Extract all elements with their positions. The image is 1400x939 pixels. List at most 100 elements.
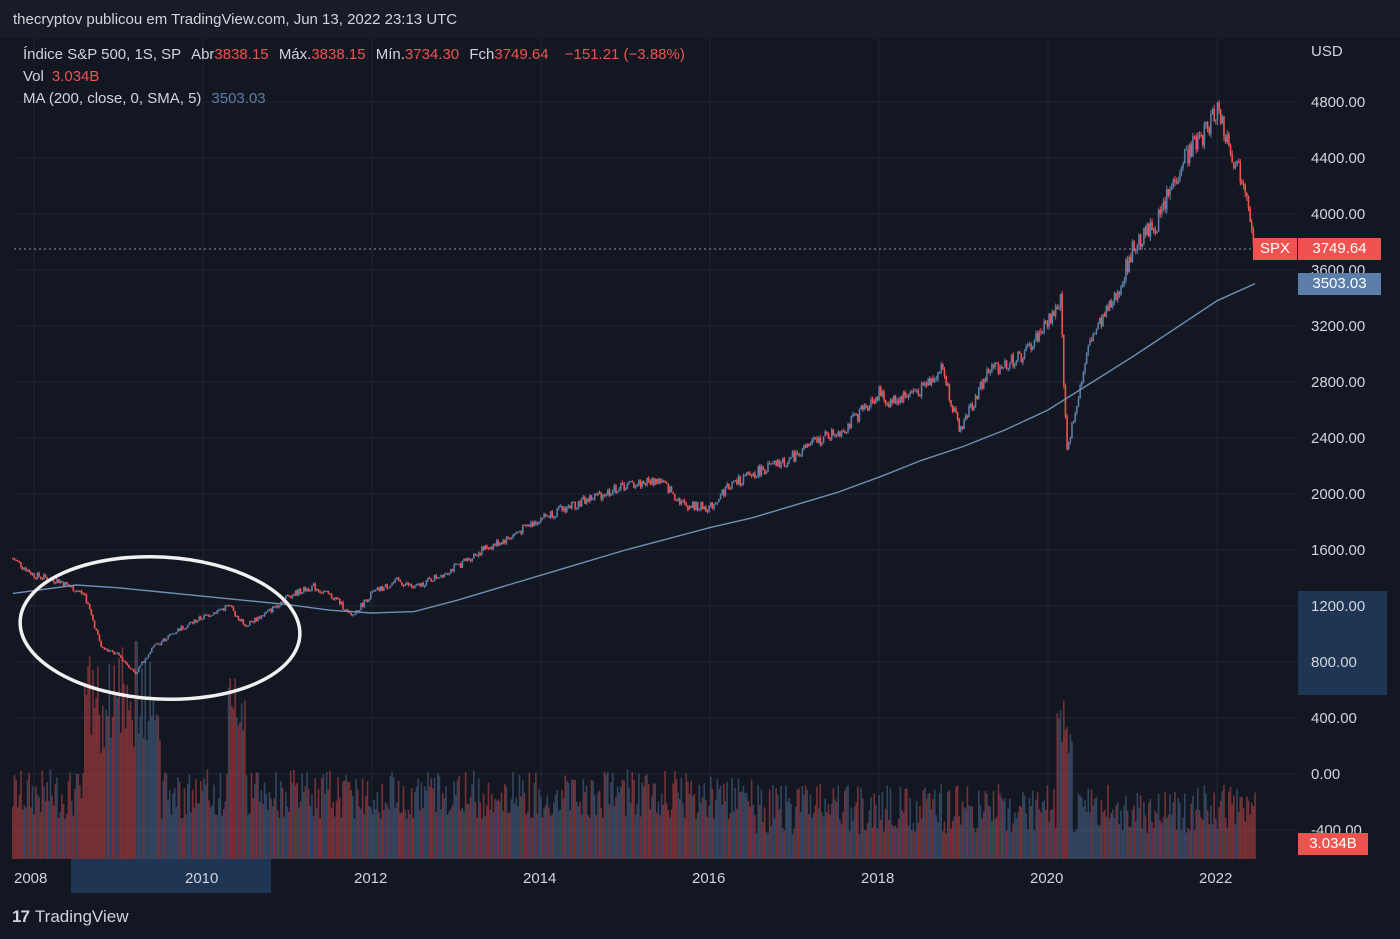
volume-bar xyxy=(293,770,295,859)
candle-body xyxy=(1027,344,1029,347)
volume-bar xyxy=(1009,798,1011,859)
candle-body xyxy=(342,601,344,610)
volume-bar xyxy=(121,647,124,859)
volume-bar xyxy=(345,774,348,859)
candle-body xyxy=(433,575,436,582)
volume-bar xyxy=(559,809,562,859)
candle-body xyxy=(973,406,975,411)
candle-body xyxy=(754,472,756,478)
candle-body xyxy=(1041,332,1044,334)
volume-bar xyxy=(927,793,929,859)
candle-body xyxy=(250,621,253,623)
volume-bar xyxy=(868,810,871,859)
volume-bar xyxy=(883,831,885,859)
volume-bar xyxy=(374,809,377,859)
volume-bar xyxy=(39,812,42,859)
volume-bar xyxy=(773,818,776,859)
volume-bar xyxy=(660,793,663,859)
volume-bar xyxy=(943,821,946,859)
volume-bar xyxy=(871,827,874,859)
time-axis[interactable]: 2008 2010 2012 2014 2016 2018 2020 2022 xyxy=(14,870,1232,887)
volume-bar xyxy=(657,801,660,859)
volume-bar xyxy=(193,807,196,859)
volume-bar xyxy=(1120,810,1122,859)
volume-bar xyxy=(1110,812,1112,859)
candle-body xyxy=(950,400,952,406)
candle-body xyxy=(1013,363,1016,367)
candle-body xyxy=(420,582,423,587)
volume-bar xyxy=(691,796,694,859)
volume-bar xyxy=(376,792,379,859)
volume-bar xyxy=(417,778,420,859)
candle-body xyxy=(1201,135,1204,146)
volume-bar xyxy=(464,772,467,859)
volume-bar xyxy=(1069,733,1072,859)
volume-bar xyxy=(458,776,460,859)
candle-body xyxy=(340,601,343,604)
price-chart[interactable]: 4800.004400.004000.003600.003200.002800.… xyxy=(0,38,1400,897)
volume-bar xyxy=(481,818,483,859)
candle-body xyxy=(33,573,35,578)
volume-bar xyxy=(1077,793,1080,859)
volume-bar xyxy=(584,792,586,859)
candle-body xyxy=(790,457,792,459)
candle-body xyxy=(1156,231,1158,234)
candle-body xyxy=(564,507,567,512)
candle-body xyxy=(105,648,107,650)
volume-bar xyxy=(791,833,794,859)
candle-body xyxy=(592,498,594,500)
volume-bar xyxy=(33,814,35,859)
candle-body xyxy=(198,616,200,621)
candle-body xyxy=(731,482,733,489)
volume-bar xyxy=(623,780,625,859)
candle-body xyxy=(1079,385,1081,399)
volume-bar xyxy=(946,791,949,859)
candle-body xyxy=(512,534,514,538)
volume-bar xyxy=(327,790,330,859)
volume-bar xyxy=(757,784,759,859)
volume-bar xyxy=(1174,792,1176,859)
volume-bar xyxy=(647,784,650,859)
volume-bar xyxy=(177,776,179,859)
candle-body xyxy=(940,364,943,372)
candle-body xyxy=(783,458,786,467)
candle-body xyxy=(1167,189,1170,196)
volume-bar xyxy=(641,782,643,859)
candle-body xyxy=(1161,207,1163,214)
candles xyxy=(12,99,1256,675)
candle-body xyxy=(1187,149,1189,164)
candle-body xyxy=(647,478,650,481)
volume-bar xyxy=(1059,710,1062,859)
volume-bar xyxy=(857,786,859,859)
volume-bar xyxy=(44,801,47,859)
volume-bar xyxy=(111,716,114,859)
candle-body xyxy=(118,652,120,656)
volume-bar xyxy=(747,800,750,859)
volume-bar xyxy=(92,669,94,859)
candle-body xyxy=(1100,317,1103,327)
candle-body xyxy=(548,515,550,518)
volume-bar xyxy=(739,792,741,859)
volume-bar xyxy=(621,779,624,859)
candle-body xyxy=(432,581,434,583)
candle-body xyxy=(920,383,923,397)
volume-bar xyxy=(23,804,26,859)
candle-body xyxy=(134,671,137,674)
volume-bar xyxy=(208,800,210,859)
candle-body xyxy=(966,415,969,418)
volume-bar xyxy=(365,795,367,859)
tradingview-logo[interactable]: 17 TradingView xyxy=(12,907,128,927)
volume-bar xyxy=(391,772,393,859)
candle-body xyxy=(456,563,459,565)
volume-bar xyxy=(283,816,285,859)
volume-bar xyxy=(490,793,493,859)
candle-body xyxy=(758,466,761,476)
volume-bar xyxy=(75,773,78,859)
volume-bar xyxy=(688,793,691,859)
candle-body xyxy=(705,506,707,512)
candle-body xyxy=(12,558,14,560)
volume-bar xyxy=(904,788,907,859)
volume-bar xyxy=(1005,830,1008,859)
candle-body xyxy=(160,641,163,645)
candle-body xyxy=(311,585,313,591)
